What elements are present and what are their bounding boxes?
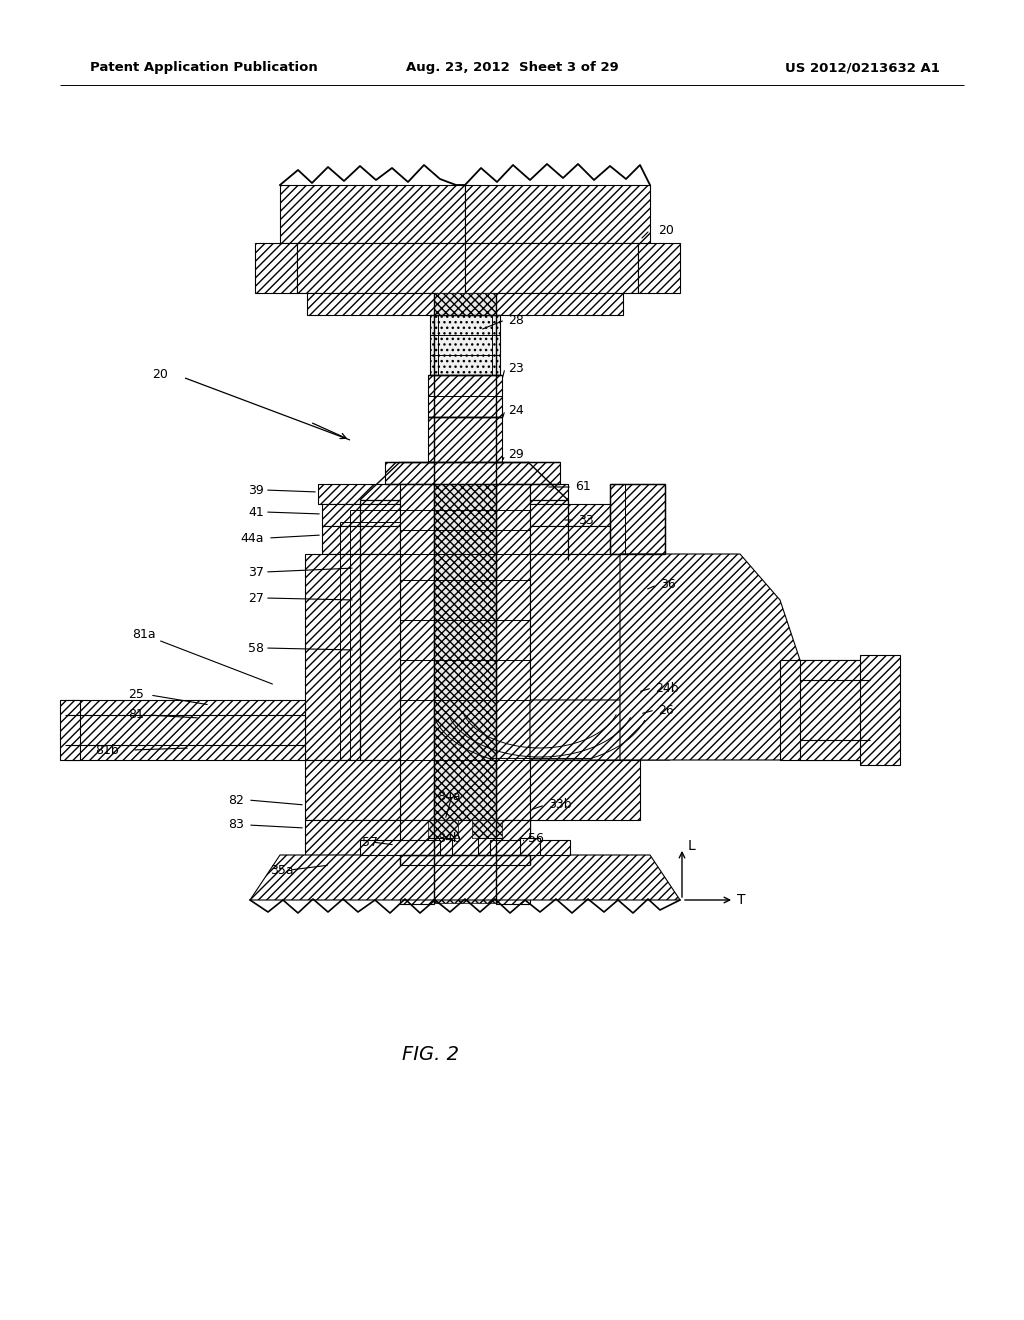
Text: 33: 33: [578, 513, 594, 527]
Text: 24b: 24b: [655, 681, 679, 694]
Polygon shape: [620, 554, 800, 760]
Bar: [496, 484, 530, 904]
Text: US 2012/0213632 A1: US 2012/0213632 A1: [785, 62, 940, 74]
Bar: [322, 525, 400, 554]
Bar: [520, 838, 540, 855]
Polygon shape: [530, 760, 640, 820]
Polygon shape: [60, 700, 80, 760]
Text: 25: 25: [128, 689, 144, 701]
Bar: [385, 462, 560, 484]
Text: L: L: [688, 840, 695, 853]
Polygon shape: [250, 855, 680, 900]
Bar: [307, 293, 460, 315]
Text: 28: 28: [508, 314, 524, 326]
Polygon shape: [530, 554, 620, 700]
Bar: [465, 243, 638, 293]
Text: 36: 36: [660, 578, 676, 591]
Bar: [400, 484, 434, 904]
Text: 35a: 35a: [270, 863, 294, 876]
Text: Patent Application Publication: Patent Application Publication: [90, 62, 317, 74]
Text: 20: 20: [658, 223, 674, 236]
Text: 84b: 84b: [437, 832, 461, 845]
Bar: [465, 185, 650, 243]
Polygon shape: [530, 700, 670, 760]
Text: Aug. 23, 2012  Sheet 3 of 29: Aug. 23, 2012 Sheet 3 of 29: [406, 62, 618, 74]
Bar: [430, 315, 500, 375]
Bar: [360, 840, 440, 855]
Bar: [318, 484, 400, 504]
Bar: [428, 375, 502, 417]
Bar: [530, 484, 568, 504]
Bar: [400, 820, 530, 855]
Polygon shape: [305, 554, 400, 760]
Bar: [478, 838, 502, 855]
Text: 81b: 81b: [95, 743, 119, 756]
Polygon shape: [800, 660, 870, 760]
Text: T: T: [737, 894, 745, 907]
Text: 44a: 44a: [240, 532, 263, 544]
Text: 33b: 33b: [548, 799, 571, 812]
Text: 57: 57: [362, 836, 378, 849]
Text: 41: 41: [248, 506, 264, 519]
Text: 81: 81: [128, 709, 144, 722]
Bar: [638, 243, 680, 293]
Text: 56: 56: [528, 832, 544, 845]
Bar: [530, 525, 620, 554]
Bar: [297, 243, 465, 293]
Bar: [472, 820, 502, 838]
Text: 81a: 81a: [132, 628, 156, 642]
Text: 23: 23: [508, 362, 523, 375]
Bar: [428, 417, 502, 462]
Text: 20: 20: [152, 368, 168, 381]
Text: 29: 29: [508, 449, 523, 462]
Text: 83: 83: [228, 818, 244, 832]
Text: 61: 61: [575, 480, 591, 494]
Text: 26: 26: [658, 704, 674, 717]
Bar: [428, 820, 458, 838]
Polygon shape: [305, 820, 530, 855]
Bar: [434, 293, 496, 903]
Text: 24: 24: [508, 404, 523, 417]
Bar: [490, 840, 570, 855]
Bar: [428, 838, 452, 855]
Bar: [255, 243, 297, 293]
Polygon shape: [305, 760, 400, 820]
Text: 37: 37: [248, 565, 264, 578]
Bar: [280, 185, 465, 243]
Bar: [610, 484, 665, 554]
Bar: [530, 504, 620, 525]
Text: 27: 27: [248, 591, 264, 605]
Text: 82: 82: [228, 793, 244, 807]
Text: 84a: 84a: [437, 789, 461, 803]
Bar: [470, 293, 623, 315]
Text: 39: 39: [248, 483, 264, 496]
Text: FIG. 2: FIG. 2: [401, 1045, 459, 1064]
Polygon shape: [780, 660, 870, 760]
Bar: [322, 504, 400, 525]
Text: 58: 58: [248, 642, 264, 655]
Polygon shape: [65, 700, 305, 760]
Polygon shape: [860, 655, 900, 766]
